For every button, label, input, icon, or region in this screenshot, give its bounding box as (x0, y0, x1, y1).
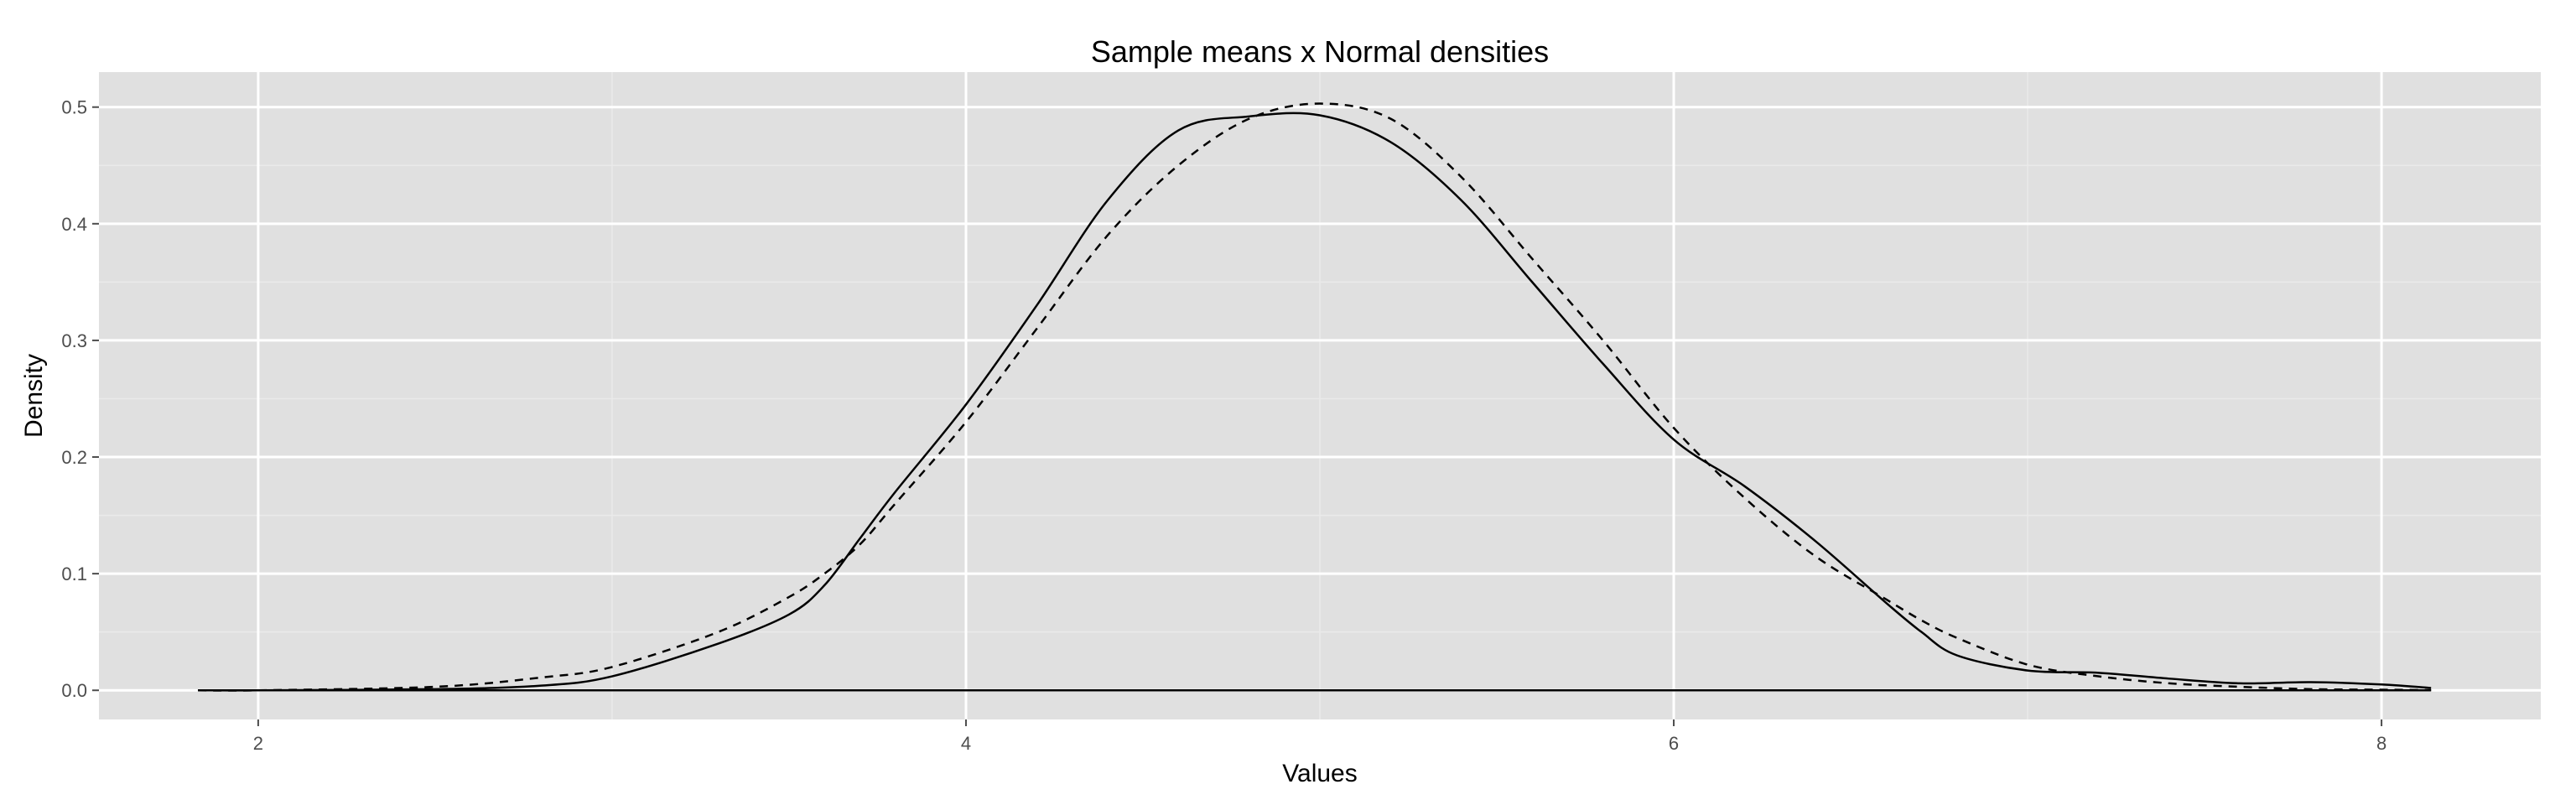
y-tick-label: 0.1 (61, 564, 87, 584)
y-tick-label: 0.5 (61, 97, 87, 118)
series-line-solid-0 (198, 112, 2432, 692)
y-tick-label: 0.2 (61, 447, 87, 468)
x-axis-label: Values (1282, 760, 1358, 787)
series-layer (198, 102, 2432, 692)
y-tick-label: 0.4 (61, 214, 87, 235)
y-tick-label: 0.3 (61, 330, 87, 351)
series-line-dashed-1 (198, 102, 2432, 692)
x-tick-label: 8 (2376, 733, 2386, 754)
x-tick-label: 2 (253, 733, 263, 754)
x-tick-label: 4 (961, 733, 971, 754)
y-axis-label: Density (20, 354, 48, 438)
x-axis: 2 4 6 8 (253, 719, 2386, 754)
y-tick-label: 0.0 (61, 680, 87, 701)
chart-title: Sample means x Normal densities (1091, 34, 1549, 69)
minor-grid (99, 72, 2541, 719)
y-axis: 0.0 0.1 0.2 0.3 0.4 0.5 (61, 97, 99, 701)
x-tick-label: 6 (1669, 733, 1679, 754)
